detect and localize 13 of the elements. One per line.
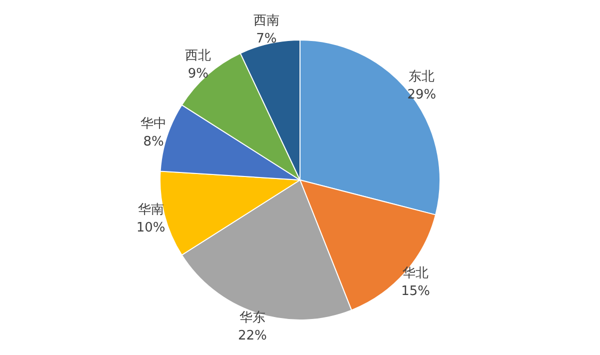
slice-label: 西南 <box>253 14 280 29</box>
data-label: 9% <box>188 66 208 82</box>
data-label: 22% <box>238 328 267 344</box>
data-label: 10% <box>136 220 166 236</box>
slice-label: 西北 <box>185 48 212 64</box>
data-label: 15% <box>401 284 430 299</box>
slice-label: 东北 <box>408 70 435 85</box>
data-label: 8% <box>143 134 164 150</box>
data-label: 7% <box>256 32 277 47</box>
slice-label: 华北 <box>402 266 429 281</box>
slice-label: 华南 <box>138 202 164 218</box>
slice-label: 华中 <box>140 116 167 132</box>
slice-label: 华东 <box>239 310 266 326</box>
